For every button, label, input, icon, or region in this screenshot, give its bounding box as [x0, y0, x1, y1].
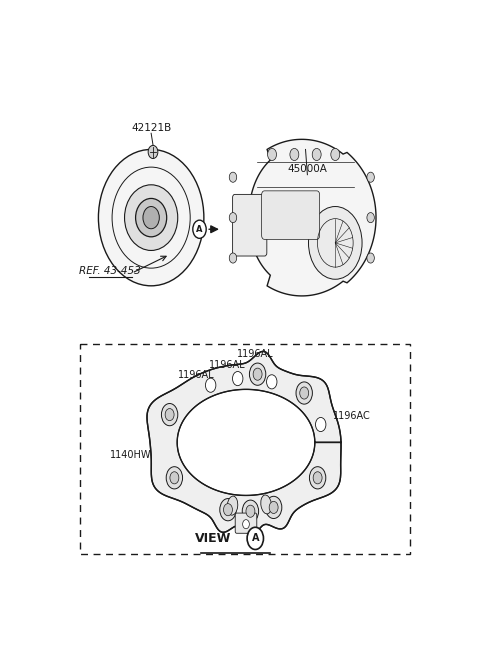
- Circle shape: [243, 520, 249, 529]
- Text: REF. 43-453: REF. 43-453: [79, 266, 141, 276]
- Circle shape: [265, 497, 282, 518]
- Ellipse shape: [261, 495, 272, 514]
- Text: 1196AL: 1196AL: [237, 349, 274, 359]
- Text: 42121B: 42121B: [131, 123, 171, 133]
- Text: 1140HW: 1140HW: [110, 450, 151, 460]
- Circle shape: [229, 253, 237, 263]
- Circle shape: [205, 378, 216, 392]
- FancyBboxPatch shape: [233, 194, 267, 256]
- Circle shape: [315, 417, 326, 432]
- Circle shape: [331, 148, 340, 161]
- Text: A: A: [196, 225, 203, 234]
- Circle shape: [220, 499, 236, 521]
- Ellipse shape: [227, 496, 238, 515]
- Circle shape: [161, 403, 178, 426]
- Circle shape: [269, 501, 278, 514]
- Circle shape: [148, 146, 158, 159]
- FancyBboxPatch shape: [235, 513, 257, 533]
- Circle shape: [367, 253, 374, 263]
- Ellipse shape: [98, 150, 204, 286]
- Circle shape: [247, 527, 264, 550]
- Circle shape: [229, 213, 237, 222]
- Circle shape: [242, 500, 259, 522]
- Circle shape: [290, 148, 299, 161]
- Circle shape: [310, 466, 326, 489]
- Ellipse shape: [143, 207, 159, 229]
- Bar: [81, 344, 410, 554]
- Text: 45000A: 45000A: [288, 163, 327, 174]
- Circle shape: [313, 472, 322, 484]
- Circle shape: [312, 148, 321, 161]
- Circle shape: [165, 409, 174, 420]
- Circle shape: [166, 466, 182, 489]
- FancyBboxPatch shape: [262, 191, 320, 239]
- Circle shape: [309, 207, 362, 279]
- Circle shape: [267, 148, 276, 161]
- Circle shape: [367, 172, 374, 182]
- Polygon shape: [249, 139, 376, 296]
- Circle shape: [253, 368, 262, 380]
- Text: A: A: [252, 533, 259, 543]
- Ellipse shape: [135, 198, 167, 237]
- Ellipse shape: [124, 185, 178, 251]
- Circle shape: [170, 472, 179, 484]
- Circle shape: [296, 382, 312, 404]
- Circle shape: [266, 375, 277, 389]
- Circle shape: [300, 387, 309, 399]
- Circle shape: [250, 363, 266, 385]
- Text: VIEW: VIEW: [195, 532, 231, 545]
- Circle shape: [246, 505, 255, 518]
- Circle shape: [229, 172, 237, 182]
- Text: 1196AL: 1196AL: [178, 370, 214, 380]
- Polygon shape: [147, 352, 341, 535]
- Circle shape: [224, 504, 232, 516]
- Circle shape: [193, 220, 206, 238]
- Circle shape: [232, 371, 243, 386]
- Text: 1196AC: 1196AC: [334, 411, 371, 421]
- Text: 1196AL: 1196AL: [209, 359, 246, 370]
- Circle shape: [367, 213, 374, 222]
